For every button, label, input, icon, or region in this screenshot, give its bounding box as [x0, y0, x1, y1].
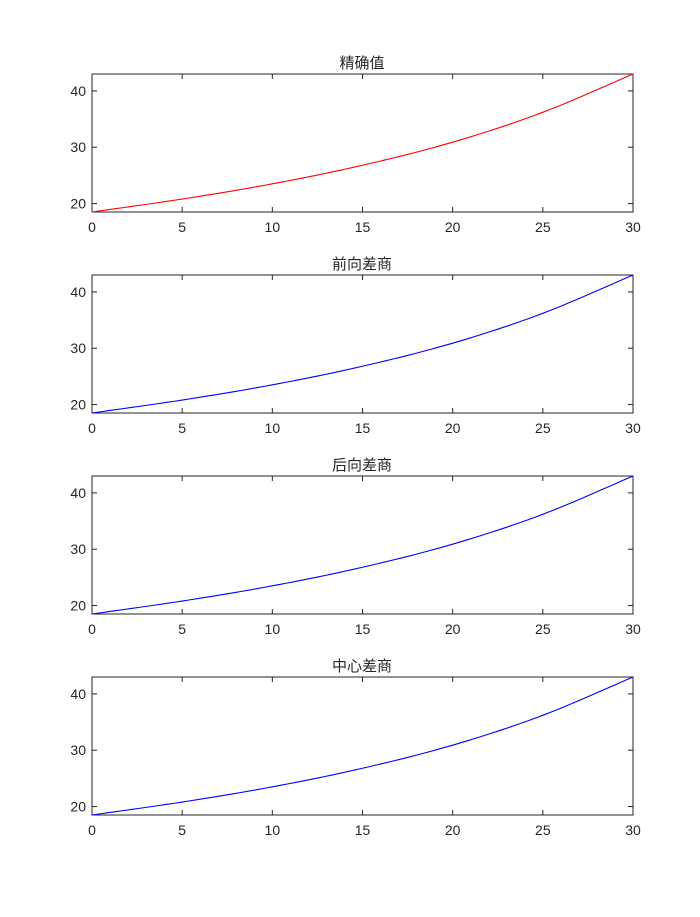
y-tick-label: 30	[70, 139, 86, 155]
x-tick-label: 15	[355, 621, 371, 637]
x-tick-label: 25	[535, 822, 551, 838]
subplot-title: 前向差商	[332, 255, 392, 273]
y-tick-label: 20	[70, 196, 86, 212]
subplot-title: 后向差商	[332, 456, 392, 474]
x-tick-label: 0	[88, 621, 96, 637]
subplot-title: 中心差商	[332, 657, 392, 675]
x-tick-label: 10	[265, 219, 281, 235]
x-tick-label: 30	[625, 219, 641, 235]
axes-box	[91, 274, 634, 414]
x-tick-label: 15	[355, 219, 371, 235]
x-tick-label: 30	[625, 822, 641, 838]
y-tick-label: 40	[70, 686, 86, 702]
axes-box	[91, 73, 634, 213]
axes-box	[91, 475, 634, 615]
x-tick-label: 5	[178, 822, 186, 838]
subplot-3: 后向差商 0 5 10 15 20 25 30 20 30 40	[70, 456, 641, 637]
x-tick-label: 15	[355, 420, 371, 436]
subplot-1: 精确值 0 5 10 15 20 25 30 20 30 40	[70, 54, 641, 235]
y-tick-label: 40	[70, 83, 86, 99]
subplot-title: 精确值	[339, 54, 384, 72]
x-tick-label: 20	[445, 822, 461, 838]
x-tick-label: 5	[178, 621, 186, 637]
x-tick-label: 15	[355, 822, 371, 838]
y-tick-label: 20	[70, 799, 86, 815]
y-tick-label: 30	[70, 742, 86, 758]
x-tick-label: 0	[88, 822, 96, 838]
series-line	[91, 274, 634, 414]
x-tick-label: 5	[178, 420, 186, 436]
series-line	[91, 73, 634, 213]
x-tick-label: 25	[535, 420, 551, 436]
y-tick-label: 30	[70, 541, 86, 557]
x-tick-label: 25	[535, 621, 551, 637]
x-tick-label: 10	[265, 621, 281, 637]
y-tick-label: 40	[70, 284, 86, 300]
x-tick-label: 20	[445, 219, 461, 235]
y-tick-label: 30	[70, 340, 86, 356]
subplot-2: 前向差商 0 5 10 15 20 25 30 20 30 40	[70, 255, 641, 436]
y-tick-label: 40	[70, 485, 86, 501]
x-tick-label: 20	[445, 621, 461, 637]
x-tick-label: 0	[88, 420, 96, 436]
y-tick-label: 20	[70, 397, 86, 413]
x-tick-label: 30	[625, 621, 641, 637]
x-tick-label: 5	[178, 219, 186, 235]
axes-box	[91, 676, 634, 816]
subplot-4: 中心差商 0 5 10 15 20 25 30 20 30 40	[70, 657, 641, 838]
series-line	[91, 676, 634, 816]
x-tick-label: 0	[88, 219, 96, 235]
x-tick-label: 30	[625, 420, 641, 436]
x-tick-label: 10	[265, 822, 281, 838]
x-tick-label: 20	[445, 420, 461, 436]
x-tick-label: 25	[535, 219, 551, 235]
series-line	[91, 475, 634, 615]
y-tick-label: 20	[70, 598, 86, 614]
x-tick-label: 10	[265, 420, 281, 436]
